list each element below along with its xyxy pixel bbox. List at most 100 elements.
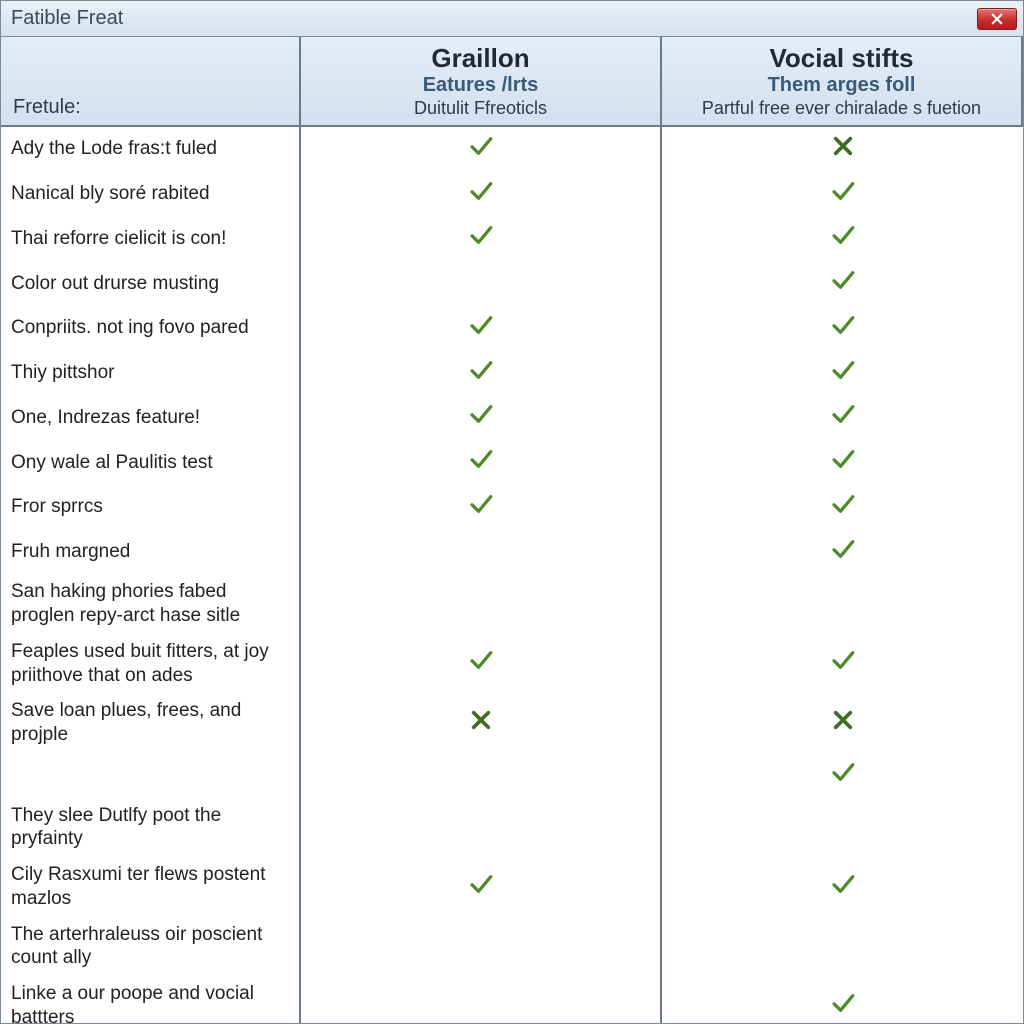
check-icon	[830, 871, 856, 904]
empty-mark	[830, 814, 856, 840]
cell-col2	[662, 530, 1023, 575]
cell-col2	[662, 351, 1023, 396]
cross-icon	[468, 707, 494, 740]
check-icon	[830, 536, 856, 569]
feature-header-label: Fretule:	[13, 96, 287, 119]
empty-mark	[830, 933, 856, 959]
cell-col2	[662, 216, 1023, 261]
column-2-subtitle: Them arges foll	[768, 74, 916, 96]
check-icon	[468, 871, 494, 904]
cell-col1	[301, 440, 662, 485]
check-icon	[830, 357, 856, 390]
cell-col1	[301, 976, 662, 1023]
cell-col1	[301, 306, 662, 351]
feature-label: San haking phories fabed proglen repy-ar…	[1, 574, 301, 634]
cell-col2	[662, 485, 1023, 530]
check-icon	[830, 990, 856, 1023]
feature-label: Color out drurse musting	[1, 261, 301, 306]
empty-mark	[468, 762, 494, 788]
column-2-subtitle2: Partful free ever chiralade s fuetion	[702, 98, 981, 119]
feature-label: Ony wale al Paulitis test	[1, 440, 301, 485]
empty-mark	[468, 271, 494, 297]
feature-label: Fruh margned	[1, 530, 301, 575]
feature-label: Linke a our poope and vocial battters	[1, 976, 301, 1023]
check-icon	[830, 312, 856, 345]
feature-label	[1, 753, 301, 798]
check-icon	[468, 312, 494, 345]
feature-label: The arterhraleuss oir poscient count all…	[1, 917, 301, 977]
check-icon	[468, 133, 494, 166]
feature-label: One, Indrezas feature!	[1, 395, 301, 440]
empty-mark	[468, 933, 494, 959]
check-icon	[468, 491, 494, 524]
cell-col2	[662, 306, 1023, 351]
empty-mark	[830, 591, 856, 617]
feature-column-header: Fretule:	[1, 37, 301, 127]
column-header-2: Vocial stifts Them arges foll Partful fr…	[662, 37, 1023, 127]
feature-label: They slee Dutlfy poot the pryfainty	[1, 798, 301, 858]
check-icon	[830, 491, 856, 524]
check-icon	[468, 647, 494, 680]
check-icon	[830, 647, 856, 680]
empty-mark	[468, 814, 494, 840]
cross-icon	[830, 133, 856, 166]
check-icon	[830, 267, 856, 300]
cell-col1	[301, 172, 662, 217]
cell-col1	[301, 634, 662, 694]
window-title: Fatible Freat	[11, 7, 123, 30]
cell-col1	[301, 216, 662, 261]
cell-col1	[301, 530, 662, 575]
cell-col1	[301, 693, 662, 753]
titlebar: Fatible Freat	[1, 1, 1023, 37]
feature-label: Thiy pittshor	[1, 351, 301, 396]
column-1-title: Graillon	[431, 45, 529, 72]
cell-col2	[662, 693, 1023, 753]
cross-icon	[830, 707, 856, 740]
check-icon	[468, 401, 494, 434]
feature-label: Cily Rasxumi ter flews postent mazlos	[1, 857, 301, 917]
cell-col2	[662, 574, 1023, 634]
check-icon	[468, 357, 494, 390]
cell-col2	[662, 395, 1023, 440]
cell-col2	[662, 440, 1023, 485]
cell-col2	[662, 172, 1023, 217]
check-icon	[830, 401, 856, 434]
feature-label: Nanical bly soré rabited	[1, 172, 301, 217]
check-icon	[468, 222, 494, 255]
feature-label: Fror sprrcs	[1, 485, 301, 530]
check-icon	[468, 178, 494, 211]
cell-col1	[301, 753, 662, 798]
feature-label: Feaples used buit fitters, at joy priith…	[1, 634, 301, 694]
feature-label: Conpriits. not ing fovo pared	[1, 306, 301, 351]
app-window: Fatible Freat Fretule: Graillon Eatures …	[0, 0, 1024, 1024]
cell-col2	[662, 127, 1023, 172]
empty-mark	[468, 591, 494, 617]
cell-col2	[662, 976, 1023, 1023]
feature-label: Thai reforre cielicit is con!	[1, 216, 301, 261]
cell-col2	[662, 753, 1023, 798]
check-icon	[468, 446, 494, 479]
cell-col1	[301, 798, 662, 858]
cell-col2	[662, 917, 1023, 977]
close-button[interactable]	[977, 8, 1017, 30]
column-2-title: Vocial stifts	[769, 45, 913, 72]
comparison-table: Fretule: Graillon Eatures /lrts Duitulit…	[1, 37, 1023, 1023]
check-icon	[830, 759, 856, 792]
cell-col1	[301, 917, 662, 977]
column-1-subtitle2: Duitulit Ffreoticls	[414, 98, 547, 119]
cell-col1	[301, 574, 662, 634]
check-icon	[830, 446, 856, 479]
cell-col1	[301, 351, 662, 396]
cell-col1	[301, 485, 662, 530]
empty-mark	[468, 539, 494, 565]
cell-col1	[301, 127, 662, 172]
close-icon	[990, 12, 1004, 26]
cell-col2	[662, 634, 1023, 694]
check-icon	[830, 222, 856, 255]
cell-col2	[662, 857, 1023, 917]
cell-col1	[301, 857, 662, 917]
column-header-1: Graillon Eatures /lrts Duitulit Ffreotic…	[301, 37, 662, 127]
column-1-subtitle: Eatures /lrts	[423, 74, 539, 96]
cell-col1	[301, 261, 662, 306]
cell-col1	[301, 395, 662, 440]
